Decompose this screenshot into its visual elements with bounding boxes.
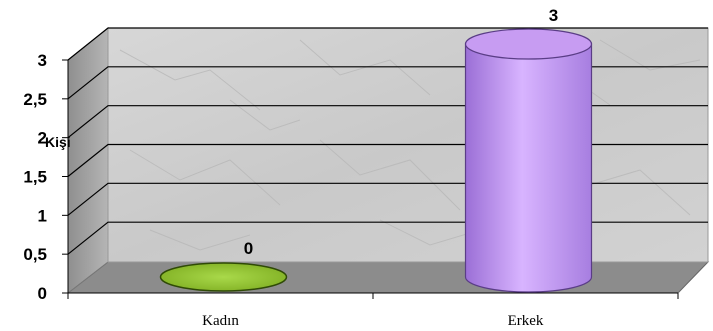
category-label-0: Kadın xyxy=(202,313,239,329)
y-tick-label-3: 1,5 xyxy=(23,168,47,187)
y-tick-label-5: 2,5 xyxy=(23,90,47,109)
y-tick-label-6: 3 xyxy=(38,51,47,70)
y-tick-label-4: 2 xyxy=(38,129,47,148)
y-tick-label-0: 0 xyxy=(38,284,47,303)
y-axis-ticks: 0 0,5 1 1,5 2 2,5 3 xyxy=(23,51,68,303)
y-axis-label: Kişi xyxy=(45,134,71,150)
y-tick-label-2: 1 xyxy=(38,206,47,225)
bars: 03 xyxy=(159,6,593,293)
bar-1-body xyxy=(464,43,593,293)
category-label-1: Erkek xyxy=(508,313,544,329)
data-label-0: 0 xyxy=(244,239,253,258)
axes xyxy=(67,60,679,299)
bar-1-top xyxy=(464,28,593,60)
gridline-6 xyxy=(67,27,708,61)
y-tick-label-1: 0,5 xyxy=(23,245,47,264)
bar-0-disk xyxy=(159,262,288,292)
category-labels: Kadın Erkek xyxy=(202,313,544,329)
data-label-1: 3 xyxy=(549,6,558,25)
